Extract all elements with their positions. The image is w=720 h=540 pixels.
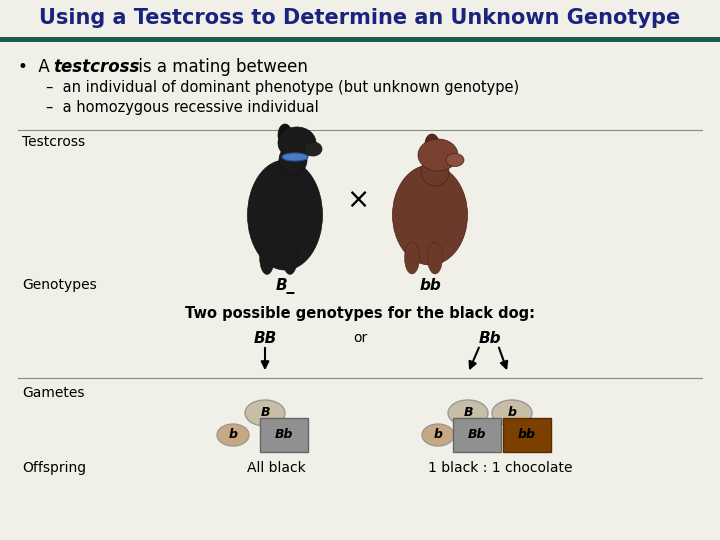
Text: or: or: [353, 331, 367, 345]
Ellipse shape: [248, 160, 323, 270]
Text: b: b: [508, 407, 516, 420]
FancyBboxPatch shape: [503, 418, 551, 452]
Ellipse shape: [422, 424, 454, 446]
Text: Bb: Bb: [468, 429, 486, 442]
Ellipse shape: [418, 139, 458, 171]
Text: 1 black : 1 chocolate: 1 black : 1 chocolate: [428, 461, 572, 475]
Ellipse shape: [259, 240, 274, 274]
Bar: [0, 0, 720, 38]
Text: B: B: [260, 407, 270, 420]
Text: Testcross: Testcross: [22, 135, 85, 149]
Text: Gametes: Gametes: [22, 386, 84, 400]
Text: BB: BB: [253, 331, 276, 346]
Text: Using a Testcross to Determine an Unknown Genotype: Using a Testcross to Determine an Unknow…: [40, 8, 680, 28]
Text: Bb: Bb: [479, 331, 501, 346]
Bar: [0, 37, 720, 42]
Ellipse shape: [217, 424, 249, 446]
Ellipse shape: [245, 400, 285, 426]
Ellipse shape: [492, 400, 532, 426]
Ellipse shape: [425, 134, 439, 154]
Text: B_: B_: [275, 278, 294, 294]
Ellipse shape: [405, 242, 420, 274]
Text: •  A: • A: [18, 58, 55, 76]
Ellipse shape: [282, 153, 308, 161]
Text: is a mating between: is a mating between: [133, 58, 308, 76]
Ellipse shape: [304, 142, 322, 156]
Text: Offspring: Offspring: [22, 461, 86, 475]
Ellipse shape: [278, 127, 316, 159]
Text: Bb: Bb: [275, 429, 293, 442]
Text: Two possible genotypes for the black dog:: Two possible genotypes for the black dog…: [185, 306, 535, 321]
Ellipse shape: [421, 158, 449, 186]
Ellipse shape: [282, 240, 297, 274]
Ellipse shape: [278, 124, 292, 146]
Text: Genotypes: Genotypes: [22, 278, 96, 292]
Ellipse shape: [448, 400, 488, 426]
Text: b: b: [228, 429, 238, 442]
Text: bb: bb: [518, 429, 536, 442]
Ellipse shape: [446, 153, 464, 166]
Ellipse shape: [428, 242, 443, 274]
Text: All black: All black: [247, 461, 306, 475]
Text: B: B: [463, 407, 473, 420]
Ellipse shape: [392, 165, 467, 265]
Text: bb: bb: [419, 278, 441, 293]
Text: testcross: testcross: [53, 58, 140, 76]
Text: –  a homozygous recessive individual: – a homozygous recessive individual: [46, 100, 319, 115]
FancyBboxPatch shape: [453, 418, 501, 452]
Text: b: b: [433, 429, 443, 442]
Text: ×: ×: [346, 186, 369, 214]
Text: –  an individual of dominant phenotype (but unknown genotype): – an individual of dominant phenotype (b…: [46, 80, 519, 95]
FancyBboxPatch shape: [260, 418, 308, 452]
Ellipse shape: [279, 145, 307, 175]
